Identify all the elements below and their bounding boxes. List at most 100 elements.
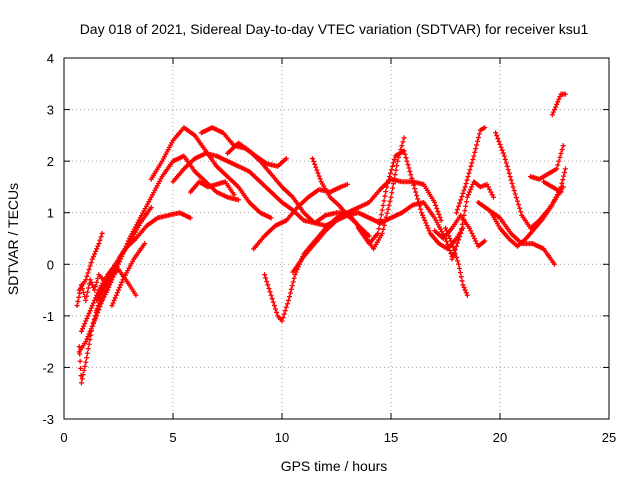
data-point bbox=[283, 304, 289, 310]
data-point bbox=[291, 275, 297, 281]
data-point bbox=[384, 184, 390, 190]
data-point bbox=[108, 279, 114, 285]
data-point bbox=[496, 138, 502, 144]
data-point bbox=[482, 238, 488, 244]
data-point bbox=[507, 174, 513, 180]
data-point bbox=[457, 234, 463, 240]
data-point bbox=[454, 206, 460, 212]
data-point bbox=[382, 218, 388, 224]
data-point bbox=[84, 350, 90, 356]
data-point bbox=[454, 240, 460, 246]
data-point bbox=[96, 241, 102, 247]
data-point bbox=[89, 282, 95, 288]
data-point bbox=[557, 94, 563, 100]
data-point bbox=[83, 339, 89, 345]
data-point bbox=[472, 149, 478, 155]
data-point bbox=[84, 315, 90, 321]
data-point bbox=[468, 163, 474, 169]
data-point bbox=[84, 355, 90, 361]
x-tick-label: 25 bbox=[602, 430, 616, 445]
data-point bbox=[504, 163, 510, 169]
data-point bbox=[86, 331, 92, 337]
data-point bbox=[444, 228, 450, 234]
data-point bbox=[75, 298, 81, 304]
data-point bbox=[268, 215, 274, 221]
data-point bbox=[459, 194, 465, 200]
data-point bbox=[187, 215, 193, 221]
data-point bbox=[381, 198, 387, 204]
data-point bbox=[468, 187, 474, 193]
data-point bbox=[282, 308, 288, 314]
data-point bbox=[446, 233, 452, 239]
data-point bbox=[312, 161, 318, 167]
data-point bbox=[513, 195, 519, 201]
data-point bbox=[315, 170, 321, 176]
data-point bbox=[89, 303, 95, 309]
data-point bbox=[292, 272, 298, 278]
data-point bbox=[498, 144, 504, 150]
data-point bbox=[555, 162, 561, 168]
data-point bbox=[562, 91, 568, 97]
series-track-11 bbox=[187, 179, 237, 198]
data-point bbox=[118, 282, 124, 288]
data-point bbox=[142, 241, 148, 247]
data-point bbox=[408, 172, 414, 178]
data-point bbox=[444, 239, 450, 245]
data-point bbox=[475, 138, 481, 144]
data-point bbox=[316, 173, 322, 179]
data-point bbox=[76, 294, 82, 300]
data-point bbox=[111, 272, 117, 278]
data-point bbox=[280, 315, 286, 321]
data-point bbox=[423, 220, 429, 226]
data-point bbox=[401, 148, 407, 154]
data-point bbox=[80, 372, 86, 378]
data-point bbox=[406, 165, 412, 171]
series-track-9 bbox=[148, 125, 274, 221]
x-tick-label: 0 bbox=[60, 430, 67, 445]
y-tick-label: 1 bbox=[47, 206, 54, 221]
data-point bbox=[109, 277, 115, 283]
y-axis-label: SDTVAR / TECUs bbox=[5, 183, 21, 295]
data-point bbox=[377, 221, 383, 227]
data-point bbox=[378, 216, 384, 222]
data-point bbox=[506, 170, 512, 176]
series-track-26 bbox=[528, 143, 566, 182]
data-point bbox=[394, 163, 400, 169]
data-point bbox=[411, 182, 417, 188]
data-point bbox=[84, 273, 90, 279]
data-point bbox=[378, 212, 384, 218]
data-point bbox=[454, 258, 460, 264]
data-point bbox=[116, 287, 121, 293]
data-point bbox=[83, 318, 89, 324]
data-point bbox=[456, 265, 462, 271]
data-point bbox=[85, 346, 91, 352]
series-track-25 bbox=[493, 130, 566, 231]
data-point bbox=[290, 279, 296, 285]
data-point bbox=[559, 180, 565, 186]
data-point bbox=[407, 168, 413, 174]
data-point bbox=[445, 230, 451, 236]
data-point bbox=[562, 166, 568, 172]
data-point bbox=[262, 272, 268, 278]
data-point bbox=[435, 208, 441, 214]
data-point bbox=[437, 214, 443, 220]
data-point bbox=[499, 147, 505, 153]
data-point bbox=[476, 135, 482, 141]
data-point bbox=[270, 299, 276, 305]
data-point bbox=[494, 133, 500, 139]
data-point bbox=[98, 234, 104, 240]
data-point bbox=[418, 206, 424, 212]
data-point bbox=[501, 153, 507, 159]
data-point bbox=[235, 197, 241, 203]
y-tick-label: -1 bbox=[42, 309, 54, 324]
data-point bbox=[83, 359, 89, 365]
data-point bbox=[449, 241, 455, 247]
data-point bbox=[389, 190, 395, 196]
data-point bbox=[417, 203, 423, 209]
data-point bbox=[400, 139, 406, 145]
data-point bbox=[511, 187, 517, 193]
data-point bbox=[77, 358, 83, 364]
data-point bbox=[487, 187, 493, 193]
data-point bbox=[556, 158, 562, 164]
data-point bbox=[458, 230, 464, 236]
